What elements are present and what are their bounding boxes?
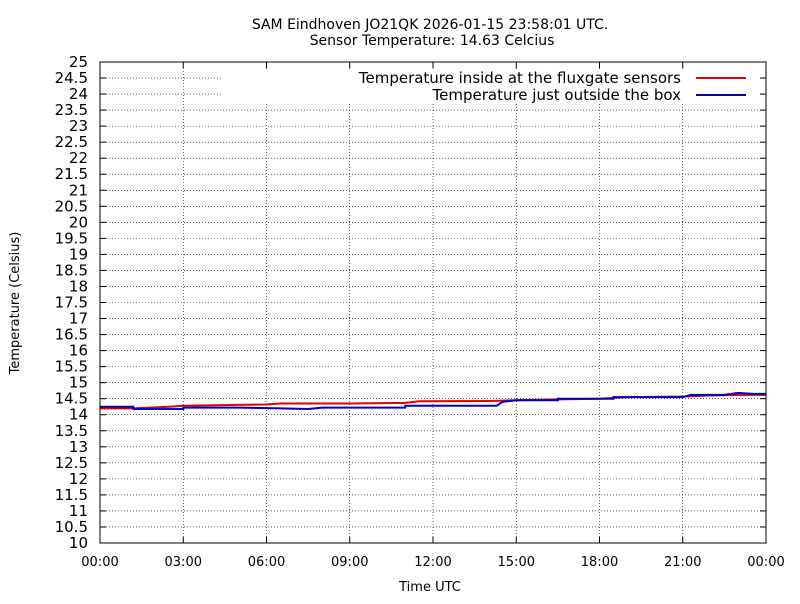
y-tick-label: 12 bbox=[69, 470, 88, 488]
y-tick-label: 23 bbox=[69, 117, 88, 135]
legend-box bbox=[221, 70, 766, 104]
y-tick-label: 22.5 bbox=[55, 133, 88, 151]
series-outside-line bbox=[100, 391, 766, 410]
y-tick-label: 11 bbox=[69, 502, 88, 520]
y-tick-label: 18.5 bbox=[55, 261, 88, 279]
x-tick-label: 12:00 bbox=[414, 555, 451, 570]
plot-border bbox=[99, 61, 767, 544]
y-tick-label: 19.5 bbox=[55, 229, 88, 247]
legend-label-inside: Temperature inside at the fluxgate senso… bbox=[358, 69, 681, 87]
y-tick-label: 20 bbox=[69, 213, 88, 231]
x-tick-label: 00:00 bbox=[81, 555, 118, 570]
y-tick-label: 18 bbox=[69, 277, 88, 295]
y-tick-label: 16 bbox=[69, 342, 88, 360]
y-tick-label: 11.5 bbox=[55, 486, 88, 504]
legend-label-outside: Temperature just outside the box bbox=[432, 86, 682, 104]
y-tick-label: 10 bbox=[69, 534, 88, 552]
x-tick-label: 18:00 bbox=[581, 555, 618, 570]
y-tick-label: 10.5 bbox=[55, 518, 88, 536]
x-tick-label: 03:00 bbox=[165, 555, 202, 570]
x-tick-label: 00:00 bbox=[747, 555, 784, 570]
y-tick-label: 15.5 bbox=[55, 358, 88, 376]
x-tick-label: 15:00 bbox=[498, 555, 535, 570]
chart-title-line-2: Sensor Temperature: 14.63 Celcius bbox=[310, 33, 555, 49]
y-tick-label: 23.5 bbox=[55, 101, 88, 119]
y-tick-label: 17.5 bbox=[55, 294, 88, 312]
y-tick-label: 13.5 bbox=[55, 422, 88, 440]
chart-title-line-1: SAM Eindhoven JO21QK 2026-01-15 23:58:01… bbox=[252, 17, 608, 33]
y-axis-label: Temperature (Celsius) bbox=[8, 232, 23, 376]
y-tick-label: 13 bbox=[69, 438, 88, 456]
y-tick-label: 22 bbox=[69, 149, 88, 167]
y-tick-label: 12.5 bbox=[55, 454, 88, 472]
x-tick-label: 21:00 bbox=[664, 555, 701, 570]
axis-ticks: 1010.51111.51212.51313.51414.51515.51616… bbox=[55, 53, 785, 570]
grid-lines bbox=[100, 62, 766, 543]
x-tick-label: 06:00 bbox=[248, 555, 285, 570]
y-tick-label: 21.5 bbox=[55, 165, 88, 183]
y-tick-label: 16.5 bbox=[55, 326, 88, 344]
series-lines bbox=[100, 391, 766, 410]
y-tick-label: 14 bbox=[69, 406, 88, 424]
y-tick-label: 24.5 bbox=[55, 69, 88, 87]
y-tick-label: 25 bbox=[69, 53, 88, 71]
y-tick-label: 21 bbox=[69, 181, 88, 199]
y-tick-label: 20.5 bbox=[55, 197, 88, 215]
y-tick-label: 24 bbox=[69, 85, 88, 103]
x-axis-label: Time UTC bbox=[398, 580, 461, 595]
y-tick-label: 19 bbox=[69, 245, 88, 263]
y-tick-label: 14.5 bbox=[55, 390, 88, 408]
y-tick-label: 15 bbox=[69, 374, 88, 392]
x-tick-label: 09:00 bbox=[331, 555, 368, 570]
y-tick-label: 17 bbox=[69, 310, 88, 328]
